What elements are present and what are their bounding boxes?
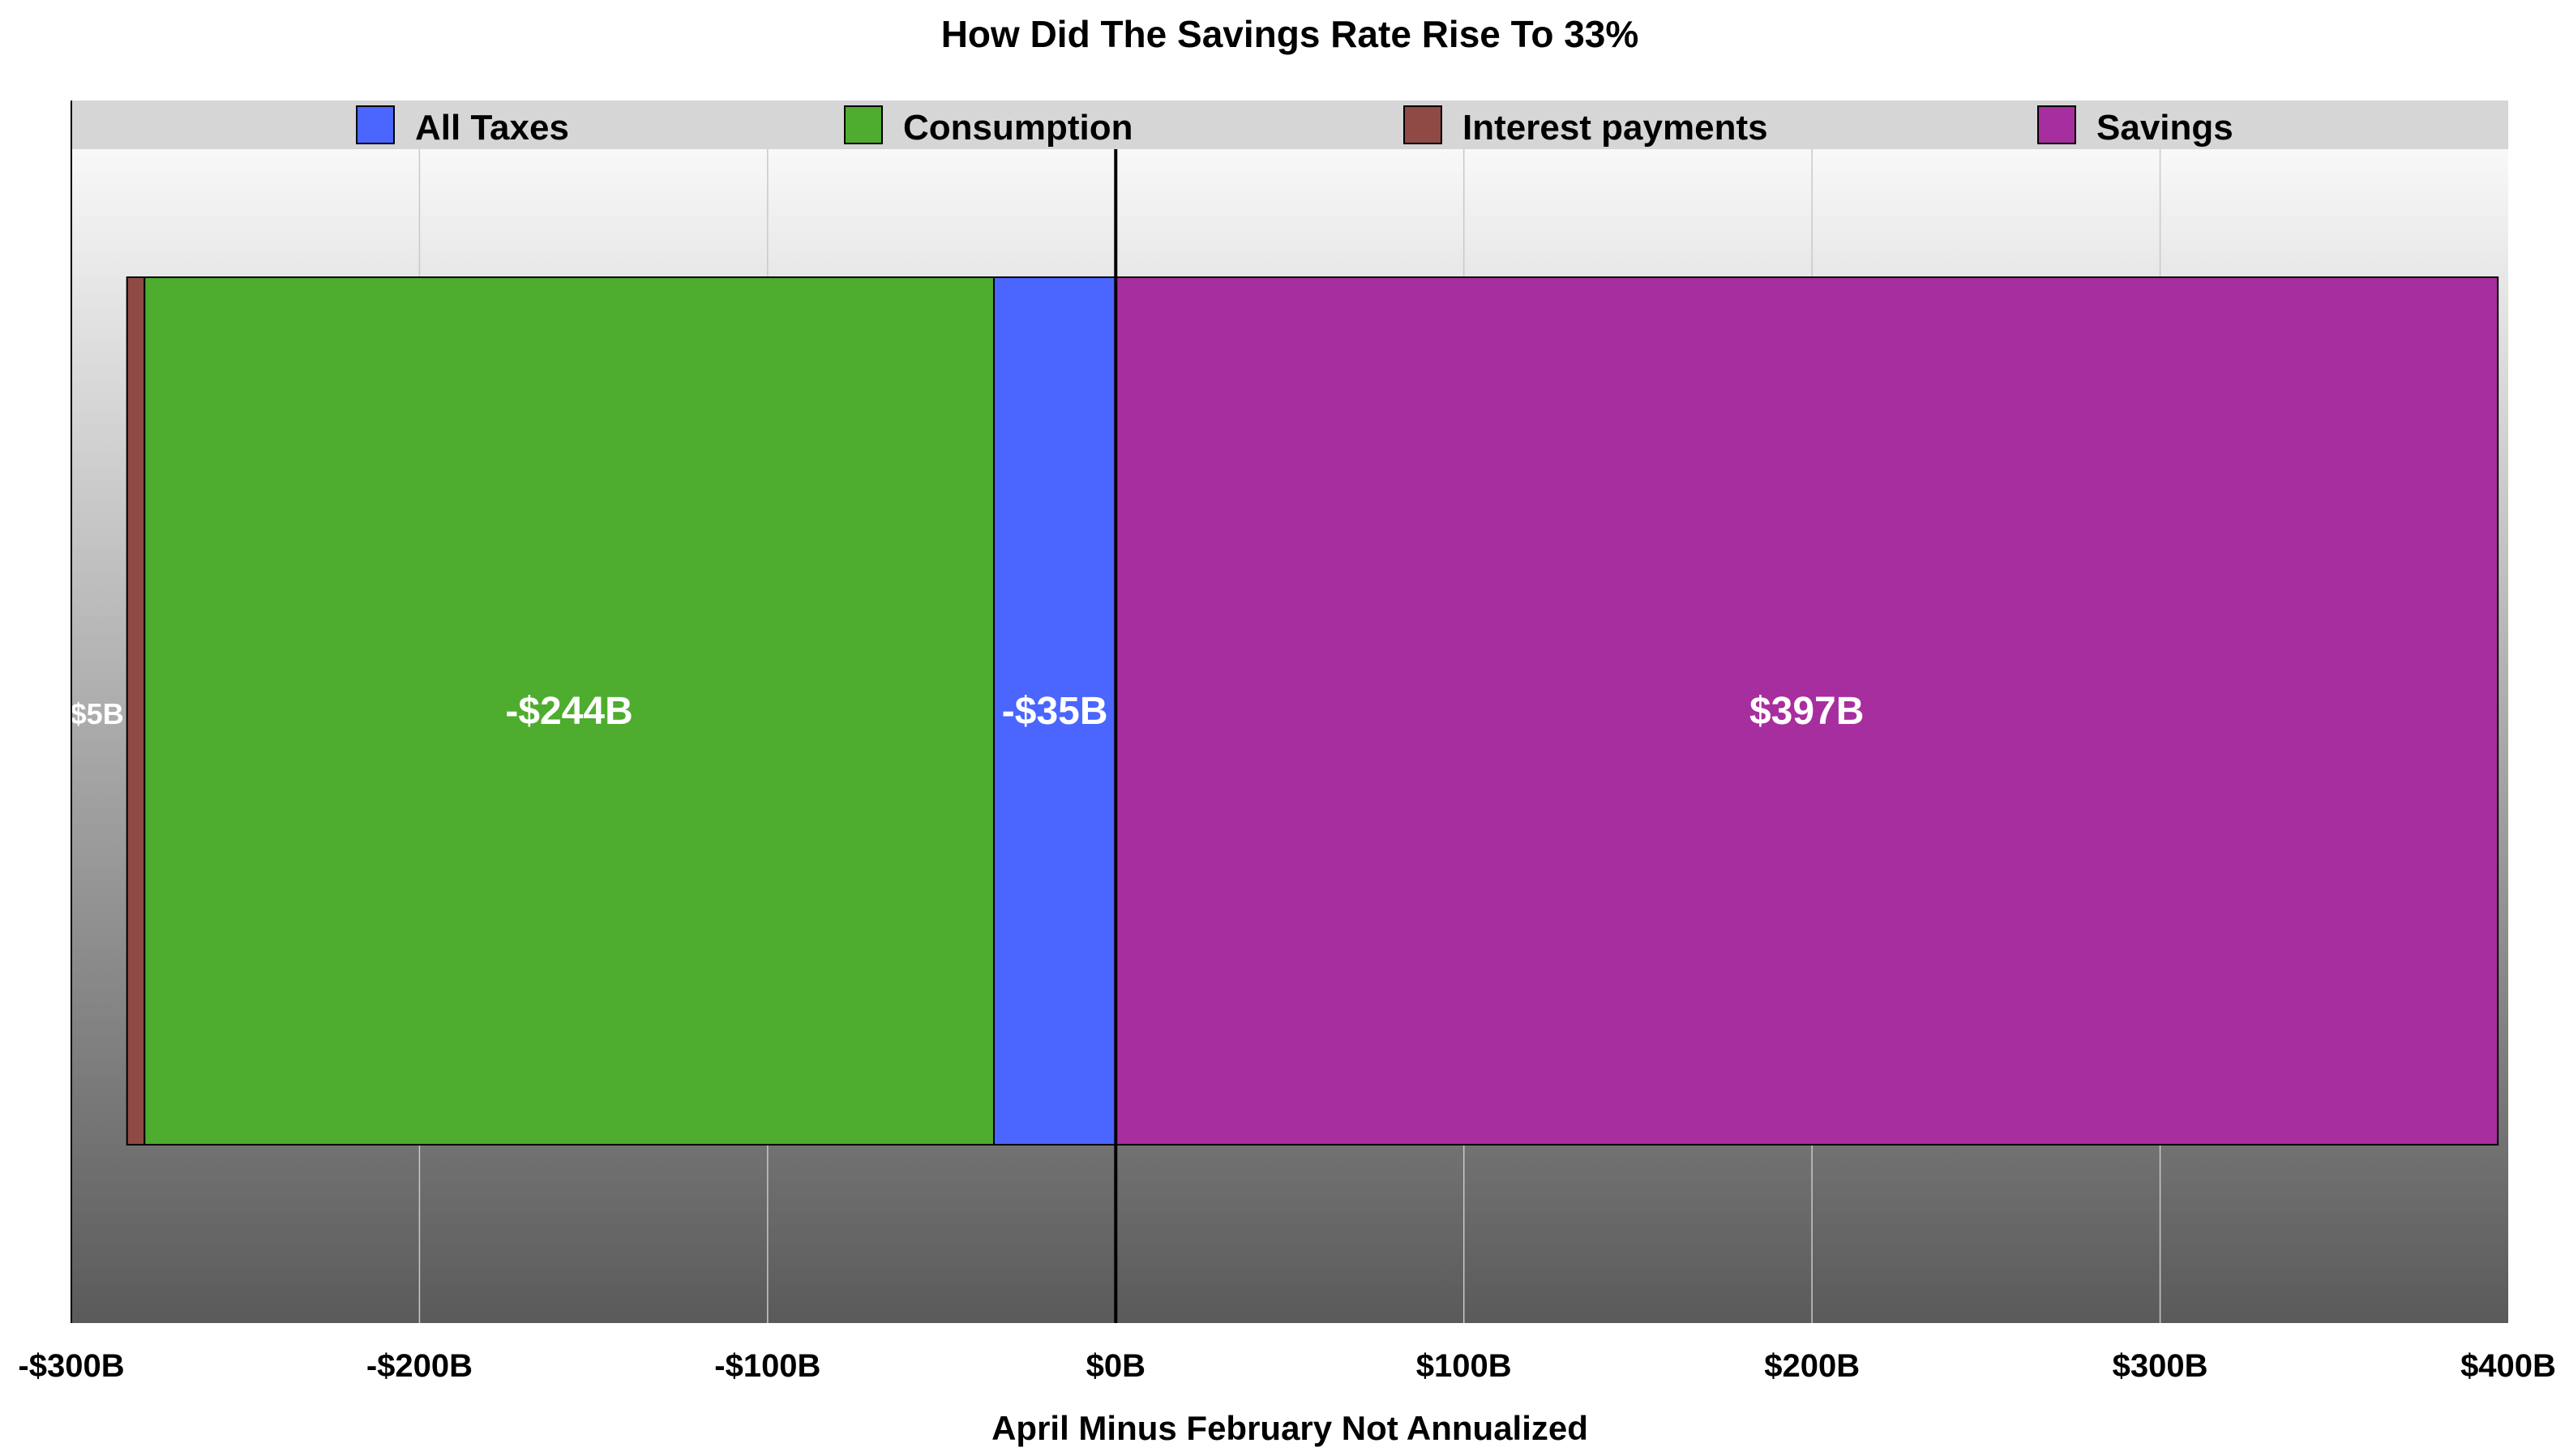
bar-savings <box>1115 276 2499 1146</box>
x-tick-label: $0B <box>1086 1348 1145 1384</box>
x-tick-label: -$300B <box>18 1348 124 1384</box>
legend-item-savings: Savings <box>2037 105 2233 148</box>
legend-swatch <box>844 105 883 144</box>
legend-swatch <box>356 105 395 144</box>
x-tick-label: -$200B <box>366 1348 473 1384</box>
legend-label: Consumption <box>903 108 1133 148</box>
x-axis-label: April Minus February Not Annualized <box>991 1409 1588 1447</box>
legend-item-all-taxes: All Taxes <box>356 105 569 148</box>
legend: All Taxes Consumption Interest payments Sav… <box>356 105 2233 148</box>
legend-label: Savings <box>2096 108 2233 148</box>
legend-item-consumption: Consumption <box>844 105 1133 148</box>
legend-band <box>71 101 2508 149</box>
data-label-interest-payments: -$5B <box>61 697 124 730</box>
data-label-consumption: -$244B <box>505 690 632 733</box>
x-tick-label: $200B <box>1764 1348 1860 1384</box>
data-label-all-taxes: -$35B <box>1002 690 1108 733</box>
x-tick-label: $100B <box>1416 1348 1512 1384</box>
chart-title: How Did The Savings Rate Rise To 33% <box>941 13 1639 55</box>
legend-label: Interest payments <box>1462 108 1768 148</box>
legend-swatch <box>1403 105 1442 144</box>
x-axis: -$300B -$200B -$100B $0B $100B $200B $300B $400… <box>18 101 2556 1384</box>
x-tick-label: $300B <box>2113 1348 2208 1384</box>
bar-interest-payments <box>126 276 146 1146</box>
legend-swatch <box>2037 105 2076 144</box>
bar-consumption <box>143 276 995 1146</box>
legend-label: All Taxes <box>415 108 569 148</box>
bar-all-taxes <box>992 276 1117 1146</box>
x-tick-label: -$100B <box>714 1348 820 1384</box>
legend-item-interest-payments: Interest payments <box>1403 105 1768 148</box>
data-label-savings: $397B <box>1749 690 1864 733</box>
x-tick-label: $400B <box>2460 1348 2556 1384</box>
bars: -$35B -$244B -$5B $397B <box>61 149 2499 1323</box>
